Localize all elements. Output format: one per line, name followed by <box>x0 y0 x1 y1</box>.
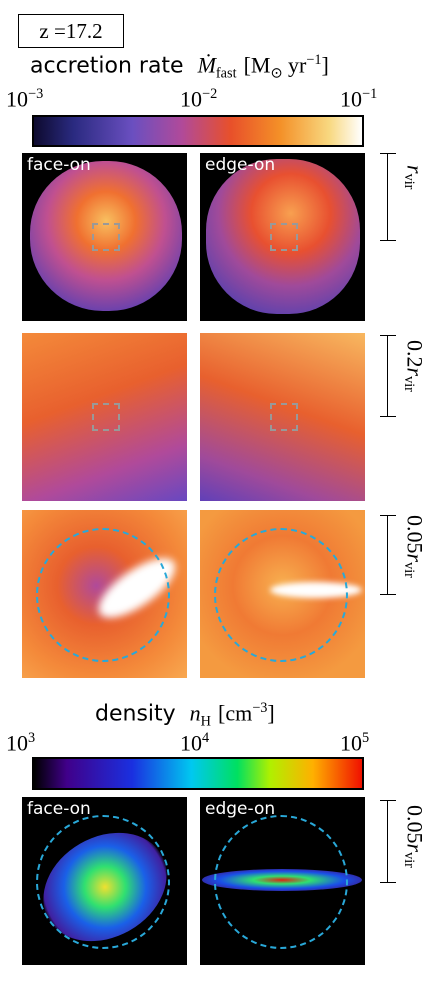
unit: yr <box>282 52 307 78</box>
text: vir <box>401 173 417 190</box>
symbol: Ṁ <box>197 52 216 78</box>
sub: fast <box>215 65 237 82</box>
text: r <box>402 367 428 377</box>
panel: edge-on <box>200 153 365 321</box>
colorbar <box>32 115 364 147</box>
text: 0.2 <box>402 340 428 368</box>
label: accretion rate <box>30 53 184 79</box>
panel-label: edge-on <box>205 155 276 175</box>
base: 10 <box>180 86 202 112</box>
panel <box>22 333 187 501</box>
text: 10 <box>180 730 202 756</box>
text: ] <box>267 700 275 726</box>
panel: face-on <box>22 153 187 321</box>
panel-label: face-on <box>27 155 91 175</box>
unit: ] <box>321 52 329 78</box>
panel-label: edge-on <box>205 799 276 819</box>
exp: −3 <box>28 86 44 102</box>
text: 3 <box>28 730 36 746</box>
tick-label: 10−3 <box>6 86 43 112</box>
accretion-title: accretion rate Ṁfast [M⊙ yr−1] <box>30 52 329 83</box>
panel: face-on <box>22 797 187 965</box>
scale-label: 0.05rvir <box>400 515 427 578</box>
scale-bar <box>378 153 398 241</box>
text: 0.05 <box>402 515 428 554</box>
exp: −1 <box>362 86 378 102</box>
scale-bar <box>378 800 398 883</box>
density-title: density nH [cm−3] <box>95 700 275 731</box>
text: 4 <box>202 730 210 746</box>
tick-label: 105 <box>340 730 369 756</box>
panel <box>22 510 187 678</box>
scale-label: 0.2rvir <box>400 340 427 392</box>
scale-bar <box>378 515 398 595</box>
colorbar <box>32 757 364 790</box>
scale-label: rvir <box>400 165 427 189</box>
text: r <box>402 553 428 563</box>
tick-label: 10−2 <box>180 86 217 112</box>
text: −3 <box>252 700 268 716</box>
unit: [M <box>243 52 271 78</box>
unit-sub: ⊙ <box>270 65 283 82</box>
panel: edge-on <box>200 797 365 965</box>
text: 10 <box>6 730 28 756</box>
text: r <box>402 843 428 853</box>
tick-label: 10−1 <box>340 86 377 112</box>
text: 0.05 <box>402 805 428 844</box>
scale-bar <box>378 335 398 417</box>
text: vir <box>401 376 417 392</box>
base: 10 <box>340 86 362 112</box>
unit-exp: −1 <box>306 52 322 68</box>
tick-label: 103 <box>6 730 35 756</box>
panel <box>200 510 365 678</box>
text: r <box>402 165 428 174</box>
text: [cm <box>218 700 253 726</box>
text: n <box>189 700 201 726</box>
text: 5 <box>362 730 370 746</box>
panel <box>200 333 365 501</box>
tick-label: 104 <box>180 730 209 756</box>
panel-label: face-on <box>27 799 91 819</box>
exp: −2 <box>202 86 218 102</box>
text: H <box>200 713 211 730</box>
text: vir <box>401 562 417 578</box>
base: 10 <box>6 86 28 112</box>
text: vir <box>401 852 417 868</box>
redshift: z =17.2 <box>18 14 124 48</box>
text: 10 <box>340 730 362 756</box>
scale-label: 0.05rvir <box>400 805 427 868</box>
text: density <box>95 701 176 727</box>
